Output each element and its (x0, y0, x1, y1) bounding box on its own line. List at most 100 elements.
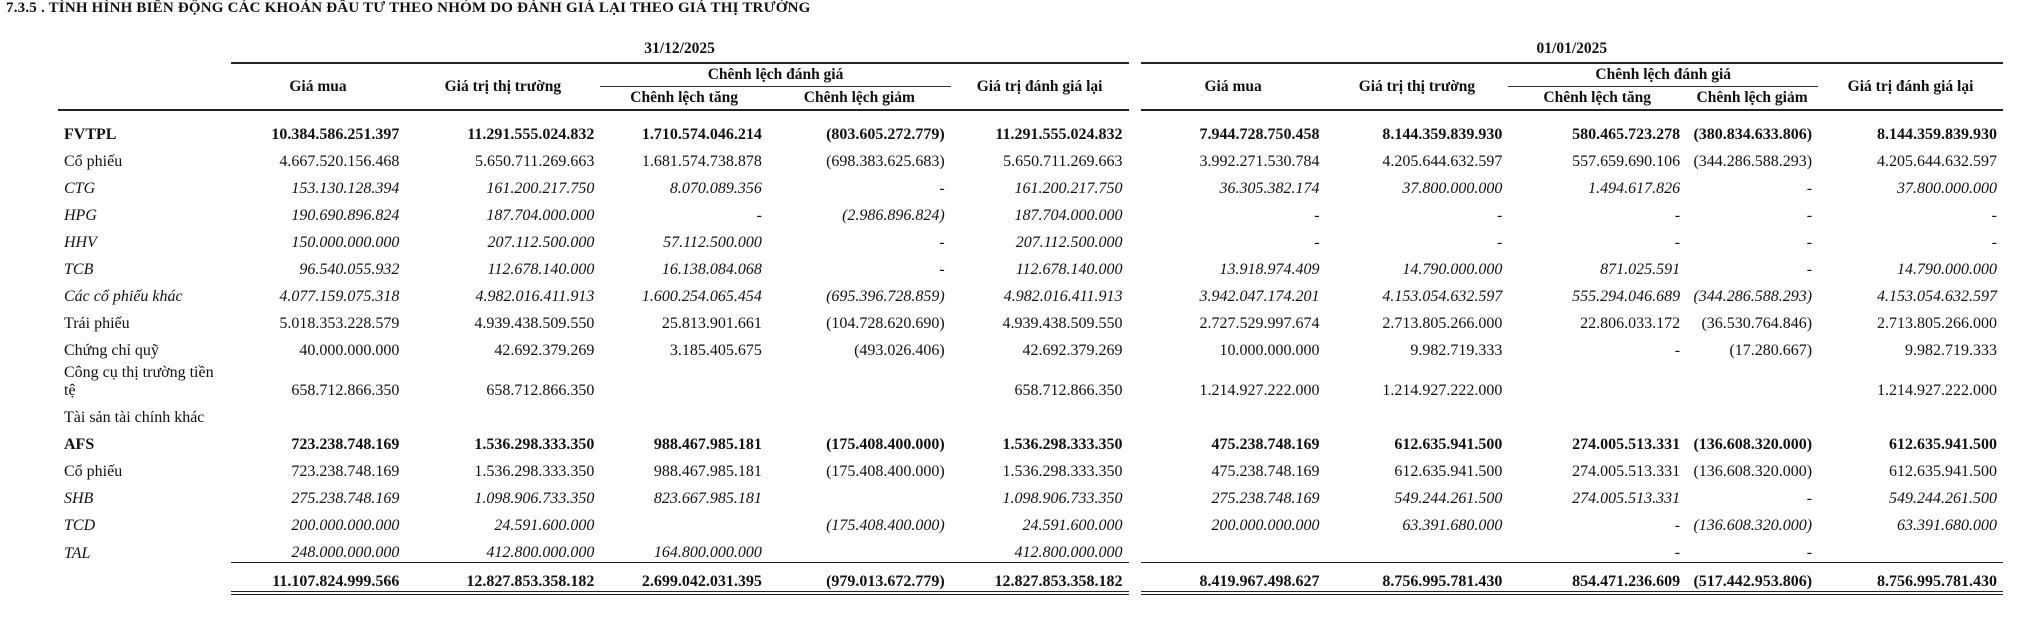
cell-value: 274.005.513.331 (1572, 490, 1681, 507)
cell-value: 4.205.644.632.597 (1382, 153, 1503, 170)
cell-value: 37.800.000.000 (1402, 180, 1503, 197)
cell-value: 1.536.298.333.350 (1002, 436, 1123, 453)
cell-value: 63.391.680.000 (1897, 517, 1997, 534)
cell-value: 8.419.967.498.627 (1140, 562, 1326, 595)
sub-header: Chênh lệch tăng (600, 86, 768, 111)
cell-value: 1.214.927.222.000 (1382, 382, 1503, 399)
cell-value: 13.918.974.409 (1219, 261, 1320, 278)
cell-value: 1.681.574.738.878 (641, 153, 762, 170)
cell-value: 5.650.711.269.663 (1003, 153, 1123, 170)
cell-value: 658.712.866.350 (1014, 382, 1123, 399)
row-label: TAL (64, 544, 91, 562)
cell-value: 16.138.084.068 (661, 261, 762, 278)
cell-value (231, 400, 406, 427)
cell-value: 612.635.941.500 (1394, 436, 1503, 453)
cell-value (1326, 535, 1509, 563)
cell-value: 549.244.261.500 (1394, 490, 1503, 507)
cell-value: 412.800.000.000 (1014, 544, 1123, 561)
cell-value: - (1674, 207, 1681, 224)
cell-value: 274.005.513.331 (1572, 463, 1681, 480)
cell-value (1686, 360, 1818, 400)
gap (1129, 481, 1141, 508)
cell-value: - (1674, 544, 1681, 561)
table-row: CTG 153.130.128.394 161.200.217.750 8.070.0… (58, 171, 2003, 198)
cell-value: 275.238.748.169 (1211, 490, 1320, 507)
cell-value: (17.280.667) (1729, 342, 1813, 359)
cell-value: 1.710.574.046.214 (641, 126, 762, 143)
table-header: 31/12/2025 01/01/2025 Giá mua Giá trị th… (58, 36, 2003, 111)
cell-value: - (1314, 207, 1320, 224)
cell-value: 1.098.906.733.350 (474, 490, 595, 507)
cell-value: 42.692.379.269 (1022, 342, 1123, 359)
cell-value: 164.800.000.000 (653, 544, 762, 561)
gap (1129, 427, 1141, 454)
table-row: TCD 200.000.000.000 24.591.600.000 (175.408… (58, 508, 2003, 535)
blank (58, 63, 231, 111)
table-row: Cổ phiếu 4.667.520.156.468 5.650.711.269.6… (58, 144, 2003, 171)
cell-value: 190.690.896.824 (291, 207, 400, 224)
row-label: Công cụ thị trường tiền tệ (64, 364, 214, 399)
cell-value: 988.467.985.181 (653, 463, 762, 480)
gap (1129, 171, 1141, 198)
cell-value: (344.286.588.293) (1693, 153, 1813, 170)
cell-value: 1.214.927.222.000 (1877, 382, 1997, 399)
gap (1129, 252, 1141, 279)
cell-value: (104.728.620.690) (826, 315, 945, 332)
cell-value: (175.408.400.000) (826, 517, 945, 534)
cell-value: (493.026.406) (854, 342, 945, 359)
cell-value: 275.238.748.169 (291, 490, 400, 507)
cell-value: 412.800.000.000 (486, 544, 595, 561)
cell-value: - (939, 261, 945, 278)
cell-value: - (1991, 207, 1997, 224)
row-label: Cổ phiếu (64, 153, 123, 170)
cell-value: (695.396.728.859) (826, 288, 945, 305)
cell-value: - (1806, 207, 1813, 224)
gap (1129, 535, 1141, 563)
cell-value: 5.650.711.269.663 (474, 153, 595, 170)
sub-header: Chênh lệch giảm (1686, 86, 1819, 111)
cell-value: 4.939.438.509.550 (1002, 315, 1123, 332)
gap (1129, 360, 1141, 400)
cell-value: 4.982.016.411.913 (1003, 288, 1123, 305)
cell-value: - (939, 234, 945, 251)
cell-value (1818, 535, 2003, 563)
table-body: FVTPL 10.384.586.251.397 11.291.555.024.83… (58, 110, 2003, 595)
table-row: Các cổ phiếu khác 4.077.159.075.318 4.982.… (58, 279, 2003, 306)
cell-value: - (939, 180, 945, 197)
cell-value: 24.591.600.000 (1022, 517, 1123, 534)
cell-value: 2.713.805.266.000 (1382, 315, 1503, 332)
cell-value: 3.992.271.530.784 (1199, 153, 1320, 170)
cell-value: (136.608.320.000) (1693, 517, 1813, 534)
table-row: Công cụ thị trường tiền tệ 658.712.866.35… (58, 360, 2003, 400)
column-header: Giá mua (230, 63, 406, 111)
cell-value: 1.536.298.333.350 (474, 463, 595, 480)
cell-value: 187.704.000.000 (1014, 207, 1123, 224)
cell-value: 112.678.140.000 (1015, 261, 1123, 278)
section-title: 7.3.5 . TÌNH HÌNH BIẾN ĐỘNG CÁC KHOẢN ĐẦ… (6, 0, 811, 16)
column-header: Giá trị đánh giá lại (1818, 63, 2003, 111)
cell-value: 36.305.382.174 (1219, 180, 1320, 197)
group-header: Chênh lệch đánh giá (1508, 63, 1819, 87)
cell-value: 3.942.047.174.201 (1199, 288, 1320, 305)
cell-value: 4.982.016.411.913 (475, 288, 595, 305)
column-header: Giá trị thị trường (1325, 63, 1509, 111)
row-label: Tài sản tài chính khác (64, 409, 205, 426)
cell-value: 37.800.000.000 (1897, 180, 1997, 197)
cell-value (1818, 400, 2003, 427)
cell-value: 9.982.719.333 (1410, 342, 1503, 359)
cell-value: 823.667.985.181 (653, 490, 762, 507)
cell-value: 723.238.748.169 (291, 463, 400, 480)
cell-value: 40.000.000.000 (299, 342, 400, 359)
cell-value: 658.712.866.350 (291, 382, 400, 399)
cell-value: 200.000.000.000 (291, 517, 400, 534)
table-row: Tài sản tài chính khác (58, 400, 2003, 427)
row-label: AFS (64, 436, 95, 453)
cell-value: 96.540.055.932 (299, 261, 400, 278)
cell-value: - (1497, 207, 1503, 224)
cell-value: 612.635.941.500 (1394, 463, 1503, 480)
cell-value: - (1674, 342, 1681, 359)
cell-value: 8.070.089.356 (669, 180, 762, 197)
table-row: HHV 150.000.000.000 207.112.500.000 57.112.… (58, 225, 2003, 252)
cell-value: 150.000.000.000 (291, 234, 400, 251)
